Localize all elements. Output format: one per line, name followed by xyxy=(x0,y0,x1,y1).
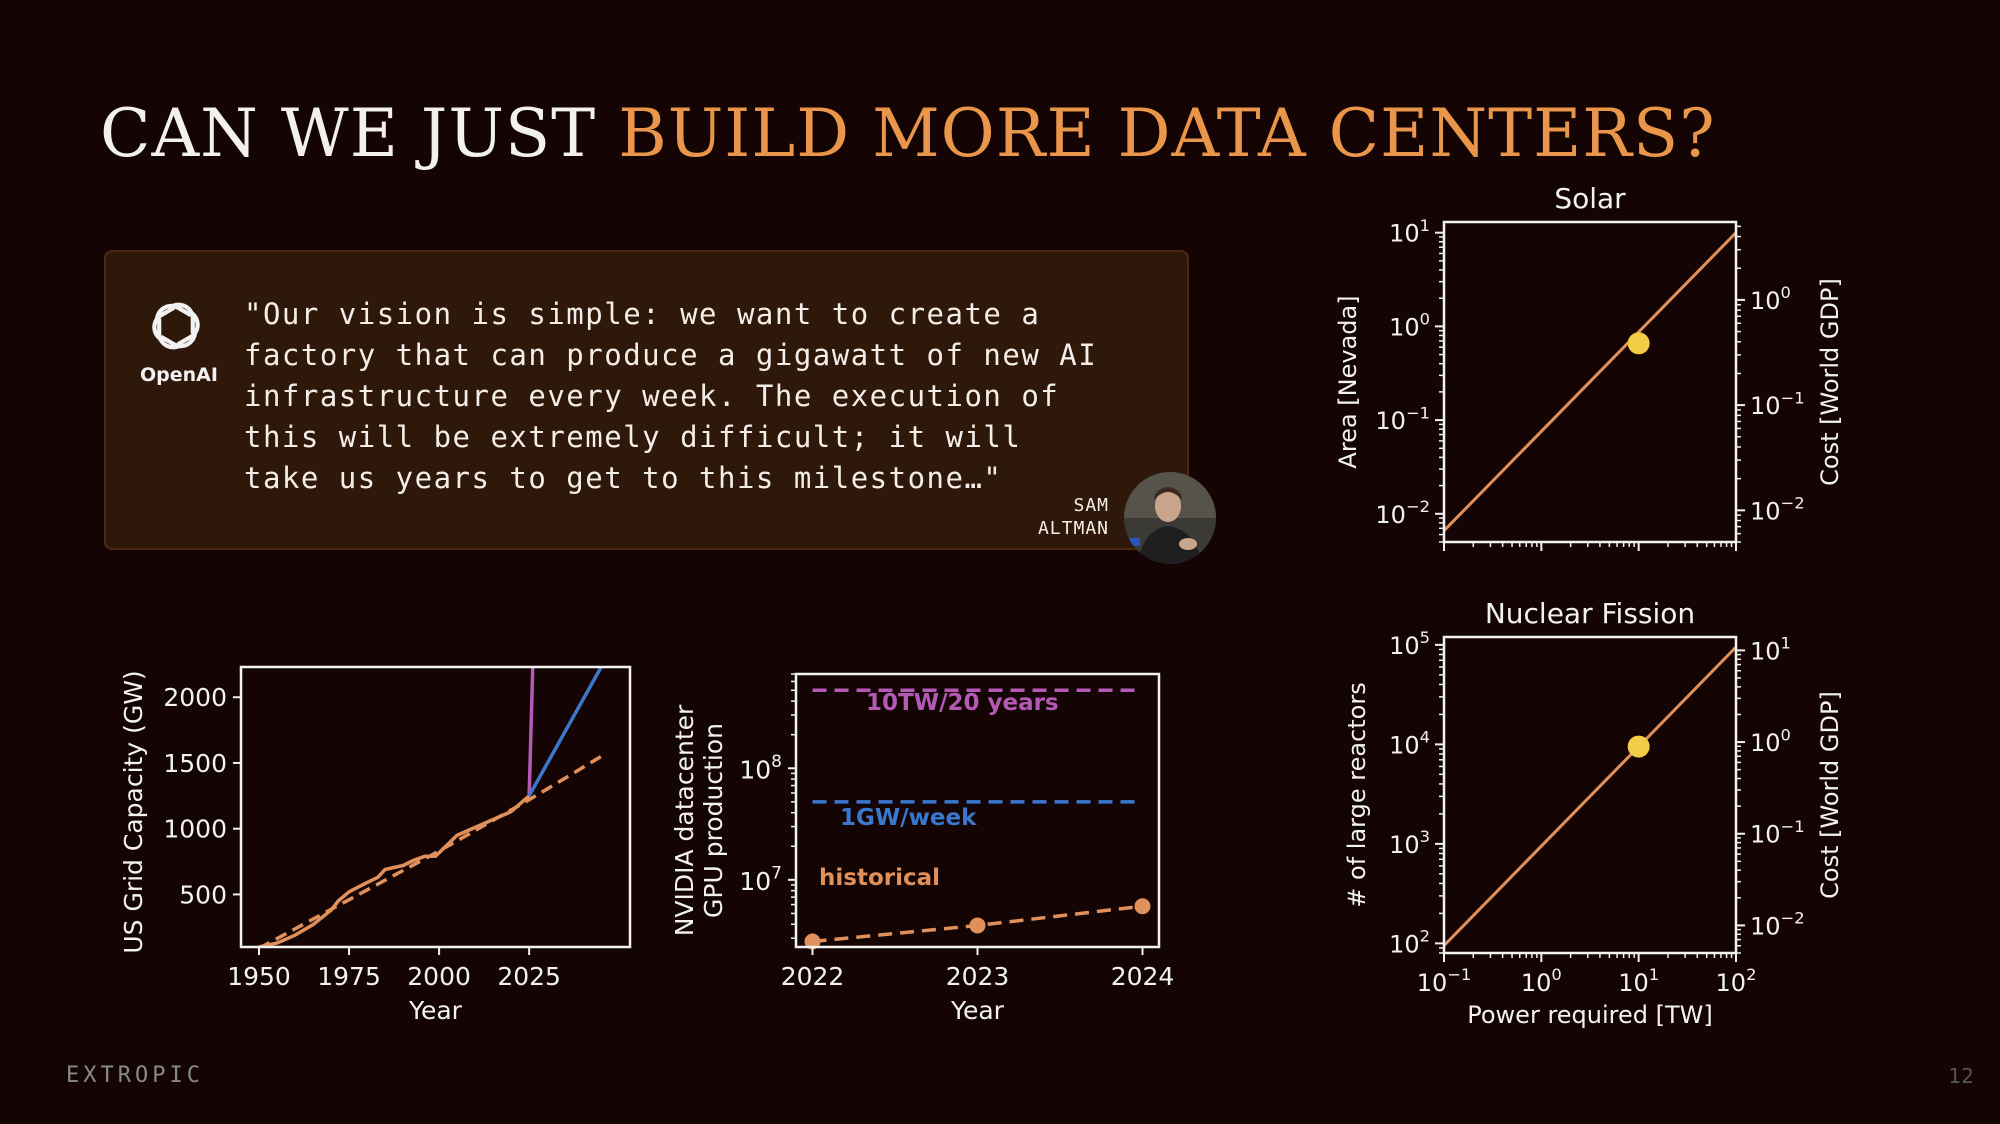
x-axis-label: Power required [TW] xyxy=(1467,1001,1713,1029)
y-tick-label: 104 xyxy=(1389,728,1430,760)
x-tick-label: 2024 xyxy=(1111,962,1175,991)
series-line-1 xyxy=(258,754,603,947)
y-tick-label: 105 xyxy=(1389,628,1430,660)
series-label: historical xyxy=(819,865,940,891)
y2-axis-label: Cost [World GDP] xyxy=(1816,691,1844,899)
x-tick-label: 100 xyxy=(1521,965,1562,997)
series-line-0 xyxy=(1442,646,1738,947)
openai-wordmark: OpenAI xyxy=(140,364,218,386)
x-tick-label: 1975 xyxy=(317,962,381,991)
slide-title: CAN WE JUST BUILD MORE DATA CENTERS? xyxy=(100,95,1716,172)
solar-chart: Solar 101 100 10−1 10−2 100 10−1 10−2 Area [Neva… xyxy=(1334,182,1844,551)
y-tick-label: 108 xyxy=(739,752,782,784)
y-tick-label: 10−2 xyxy=(1375,497,1430,529)
x-axis-label: Year xyxy=(408,996,463,1025)
page-number: 12 xyxy=(1948,1064,1974,1088)
x-tick-label: 10−1 xyxy=(1417,965,1472,997)
gpu-production-chart: 10TW/20 years 1GW/week historical 2022 2023 2… xyxy=(670,672,1175,1025)
y-axis-label: NVIDIA datacenterGPU production xyxy=(670,704,728,936)
title-orange-part: BUILD MORE DATA CENTERS? xyxy=(618,95,1716,172)
chart-title: Solar xyxy=(1554,182,1626,215)
plot-area xyxy=(258,667,603,947)
data-point xyxy=(969,917,986,934)
x-axis-label: Year xyxy=(950,996,1005,1025)
us-grid-chart: 1950 1975 2000 2025 500 1000 1500 2000 Year US Gr… xyxy=(119,665,632,1025)
y2-tick-label: 101 xyxy=(1750,634,1791,666)
plot-frame xyxy=(239,665,632,949)
y2-axis-label: Cost [World GDP] xyxy=(1816,278,1844,486)
data-point xyxy=(1134,898,1151,915)
quote-text: "Our vision is simple: we want to create… xyxy=(244,297,1098,495)
y-tick-label: 100 xyxy=(1389,310,1430,342)
y-tick-label: 103 xyxy=(1389,827,1430,859)
x-tick-label: 2022 xyxy=(781,962,845,991)
y-axis-label: # of large reactors xyxy=(1343,682,1371,907)
openai-logo-icon xyxy=(148,298,204,354)
x-tick-label: 2025 xyxy=(497,962,561,991)
x-tick-label: 2000 xyxy=(407,962,471,991)
highlight-point xyxy=(1627,332,1650,355)
y-tick-label: 101 xyxy=(1389,216,1430,248)
chart-title: Nuclear Fission xyxy=(1485,597,1695,630)
y2-tick-label: 10−1 xyxy=(1750,817,1805,849)
y-tick-label: 1000 xyxy=(163,815,227,844)
plot-frame xyxy=(1442,220,1738,544)
data-point xyxy=(804,933,821,950)
y2-tick-label: 10−2 xyxy=(1750,494,1805,526)
y-tick-label: 1500 xyxy=(163,749,227,778)
title-white-part: CAN WE JUST xyxy=(100,95,597,172)
x-tick-label: 2023 xyxy=(946,962,1010,991)
y2-tick-label: 100 xyxy=(1750,283,1791,315)
y-tick-label: 107 xyxy=(739,864,782,896)
quote-card: OpenAI "Our vision is simple: we want to… xyxy=(104,250,1189,550)
y-tick-label: 10−1 xyxy=(1375,403,1430,435)
series-label: 1GW/week xyxy=(840,805,977,831)
y-tick-label: 2000 xyxy=(163,683,227,712)
extropic-logo: EXTROPIC xyxy=(66,1063,204,1088)
y-tick-label: 102 xyxy=(1389,927,1430,959)
series-label: 10TW/20 years xyxy=(866,690,1059,716)
y2-tick-label: 10−1 xyxy=(1750,388,1805,420)
series-line-0 xyxy=(258,794,531,947)
x-tick-label: 1950 xyxy=(227,962,291,991)
y-axis-label: US Grid Capacity (GW) xyxy=(119,670,148,953)
series-line-2 xyxy=(527,667,535,796)
nuclear-fission-chart: Nuclear Fission 10−1 100 101 102 105 104 103 102… xyxy=(1343,597,1844,1029)
highlight-point xyxy=(1627,735,1650,758)
quote-author: SAM ALTMAN xyxy=(1037,495,1109,539)
plot-frame xyxy=(1442,635,1738,955)
series-line-0 xyxy=(1442,231,1738,532)
y-tick-label: 500 xyxy=(179,880,227,909)
x-tick-label: 101 xyxy=(1618,965,1659,997)
series-line-3 xyxy=(527,667,603,797)
y2-tick-label: 10−2 xyxy=(1750,909,1805,941)
y2-tick-label: 100 xyxy=(1750,725,1791,757)
avatar xyxy=(1124,472,1216,564)
y-axis-label: Area [Nevada] xyxy=(1334,295,1362,468)
x-tick-label: 102 xyxy=(1716,965,1757,997)
